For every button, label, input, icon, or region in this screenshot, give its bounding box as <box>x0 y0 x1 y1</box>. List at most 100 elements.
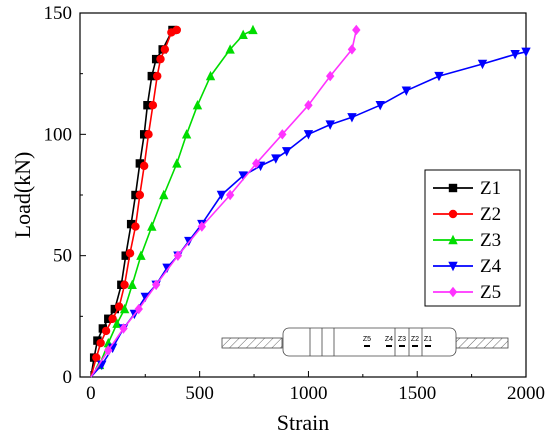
data-point-z4 <box>477 59 488 70</box>
y-axis: 0 50 100 150 <box>44 3 86 388</box>
data-point-z5 <box>173 250 183 261</box>
inset-gauge-z5 <box>364 345 370 347</box>
data-point-z1 <box>121 251 130 260</box>
data-point-z2 <box>172 25 182 35</box>
x-tick-label: 500 <box>185 383 214 404</box>
data-point-z5 <box>252 158 261 169</box>
x-tick-label: 2000 <box>507 383 545 404</box>
x-axis: 0 500 1000 1500 2000 <box>86 371 545 404</box>
data-point-z1 <box>147 71 156 81</box>
y-tick-label: 150 <box>44 3 73 24</box>
inset-sleeve <box>282 327 457 357</box>
series-z3 <box>90 24 258 378</box>
legend-marker-z2 <box>448 209 458 219</box>
inset-gauge-z2 <box>412 345 418 347</box>
x-axis-title: Strain <box>277 410 330 435</box>
inset-gauge-z3 <box>399 345 405 347</box>
legend-item-z5: Z5 <box>433 282 501 303</box>
legend-marker-z1 <box>448 183 458 193</box>
data-point-z3 <box>205 70 216 81</box>
data-point-z2 <box>160 45 170 54</box>
data-point-z4 <box>303 130 314 140</box>
data-point-z5 <box>352 24 361 36</box>
data-point-z4 <box>434 71 444 82</box>
data-point-z4 <box>325 120 335 130</box>
data-point-z4 <box>281 147 292 157</box>
inset-label-z4: Z4 <box>385 336 393 343</box>
data-point-z2 <box>144 130 153 139</box>
data-point-z5 <box>225 189 235 201</box>
inset-label-z2: Z2 <box>411 336 419 343</box>
data-point-z2 <box>120 280 129 289</box>
data-point-z2 <box>139 161 149 171</box>
data-point-z1 <box>135 159 145 168</box>
inset-left-bar <box>221 337 283 349</box>
inset-label-z3: Z3 <box>398 336 406 343</box>
legend-label-z1: Z1 <box>480 178 501 199</box>
data-point-z4 <box>510 50 520 60</box>
legend-label-z5: Z5 <box>480 282 501 303</box>
inset-gauge-z1 <box>425 345 431 347</box>
y-tick-label: 50 <box>53 246 72 267</box>
series-line-z3 <box>90 29 254 378</box>
data-point-z2 <box>131 222 140 231</box>
data-point-z2 <box>153 71 162 81</box>
data-point-z4 <box>521 47 531 58</box>
data-point-z4 <box>107 343 118 354</box>
legend-item-z2: Z2 <box>433 204 501 225</box>
data-point-z3 <box>238 29 248 40</box>
data-point-z5 <box>104 345 113 356</box>
data-point-z5 <box>278 129 287 140</box>
data-point-z5 <box>325 70 335 82</box>
data-point-z4 <box>347 113 357 123</box>
data-point-z4 <box>238 171 248 181</box>
data-point-z4 <box>271 154 281 164</box>
y-axis-title: Load(kN) <box>10 152 35 239</box>
data-point-z4 <box>140 292 150 303</box>
data-point-z2 <box>108 314 117 323</box>
data-point-z1 <box>104 314 113 323</box>
data-point-z1 <box>131 190 140 200</box>
legend-item-z4: Z4 <box>433 256 502 277</box>
x-tick-label: 0 <box>86 383 96 404</box>
data-point-z3 <box>181 129 192 139</box>
inset-gauge-z4 <box>386 345 392 347</box>
data-point-z3 <box>172 158 182 168</box>
data-point-z2 <box>125 249 135 258</box>
data-point-z4 <box>375 101 385 111</box>
data-point-z1 <box>110 304 120 314</box>
legend-item-z1: Z1 <box>433 178 501 199</box>
data-point-z5 <box>134 303 143 315</box>
data-point-z5 <box>197 221 207 232</box>
data-point-z3 <box>225 44 235 54</box>
data-point-z3 <box>136 250 146 260</box>
inset-label-z1: Z1 <box>424 336 432 343</box>
data-point-z1 <box>139 130 149 139</box>
y-tick-label: 100 <box>44 124 73 145</box>
legend-box <box>424 169 521 307</box>
data-point-z1 <box>126 219 136 229</box>
legend-label-z3: Z3 <box>480 230 501 251</box>
data-point-z2 <box>114 302 124 311</box>
legend-marker-z5 <box>448 286 458 298</box>
data-point-z2 <box>96 338 105 348</box>
series-z2 <box>90 25 182 378</box>
data-point-z2 <box>92 353 101 362</box>
data-point-z3 <box>159 189 169 200</box>
legend-marker-z4 <box>448 261 458 272</box>
y-tick-label: 0 <box>63 367 73 388</box>
series-z1 <box>89 25 177 378</box>
data-point-z5 <box>151 279 161 290</box>
data-point-z3 <box>112 318 122 328</box>
data-point-z5 <box>119 323 128 334</box>
data-point-z3 <box>192 100 203 110</box>
series-z5 <box>90 24 361 378</box>
data-point-z5 <box>304 100 313 111</box>
data-point-z5 <box>347 44 357 55</box>
data-point-z3 <box>248 24 258 35</box>
data-point-z3 <box>147 221 157 231</box>
x-tick-label: 1500 <box>398 383 436 404</box>
data-point-z2 <box>156 54 165 64</box>
data-point-z1 <box>151 54 161 64</box>
